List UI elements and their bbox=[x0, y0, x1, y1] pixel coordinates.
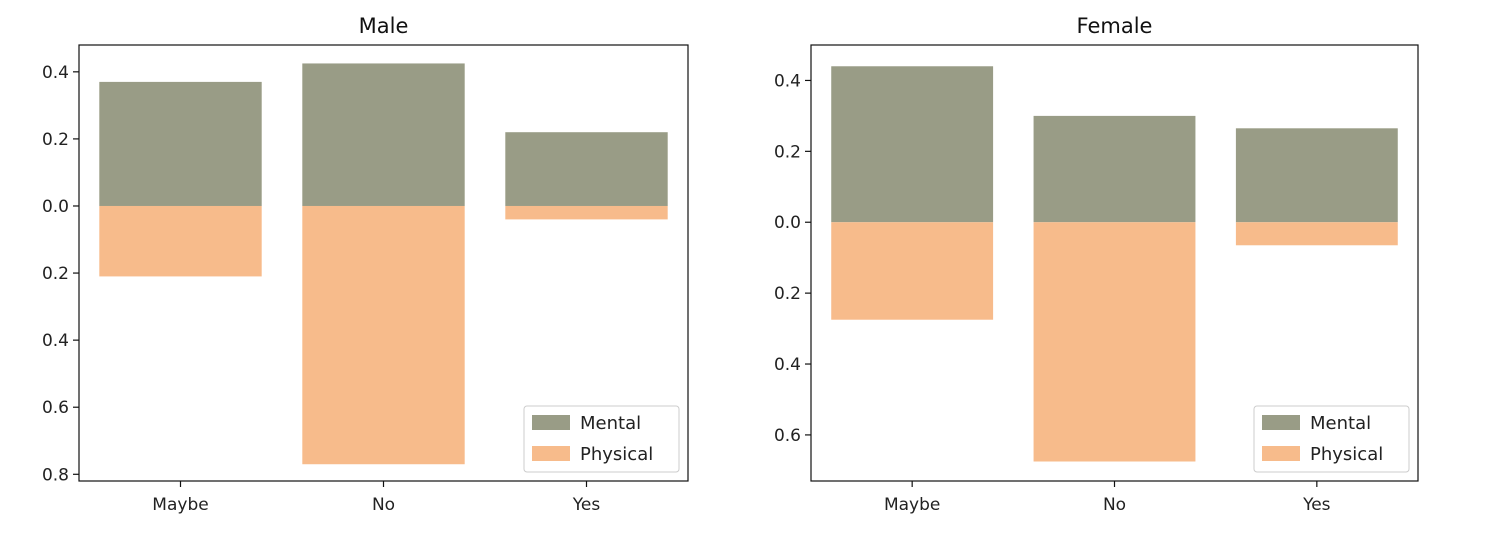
legend-label-mental: Mental bbox=[580, 413, 641, 434]
y-tick-label: 0.2 bbox=[42, 130, 69, 150]
bar-physical-maybe bbox=[831, 222, 994, 320]
bar-mental-yes bbox=[1235, 128, 1398, 223]
chart-title: Female bbox=[1077, 14, 1153, 38]
x-tick-label: No bbox=[372, 495, 395, 515]
bar-physical-no bbox=[1033, 222, 1196, 462]
legend: Mental Physical bbox=[1253, 405, 1410, 473]
y-tick-label: 0.4 bbox=[42, 331, 69, 351]
legend-label-physical: Physical bbox=[1310, 444, 1383, 465]
bar-mental-maybe bbox=[831, 66, 994, 223]
bar-physical-yes bbox=[1235, 222, 1398, 246]
x-tick-label: Maybe bbox=[152, 495, 208, 515]
legend-label-mental: Mental bbox=[1310, 413, 1371, 434]
x-tick-label: Yes bbox=[1302, 495, 1331, 515]
y-tick-label: 0.0 bbox=[774, 213, 801, 233]
legend-label-physical: Physical bbox=[580, 444, 653, 465]
x-tick-label: Yes bbox=[572, 495, 601, 515]
bar-physical-yes bbox=[505, 205, 668, 220]
chart-panel-male: Male 0.4 0.2 0.0 0.2 0.4 0.6 0.8 Maybe No Yes Menta… bbox=[42, 14, 689, 515]
bar-physical-maybe bbox=[99, 205, 262, 277]
bar-physical-no bbox=[302, 205, 465, 465]
x-tick-label: No bbox=[1103, 495, 1126, 515]
y-tick-label: 0.0 bbox=[42, 197, 69, 217]
bar-mental-yes bbox=[505, 132, 668, 206]
y-tick-label: 0.2 bbox=[774, 284, 801, 304]
y-tick-label: 0.2 bbox=[42, 264, 69, 284]
legend-swatch-mental bbox=[1262, 415, 1300, 430]
bar-mental-maybe bbox=[99, 81, 262, 206]
chart-title: Male bbox=[359, 14, 409, 38]
y-tick-label: 0.2 bbox=[774, 142, 801, 162]
y-tick-label: 0.4 bbox=[42, 63, 69, 83]
chart-panel-female: Female 0.4 0.2 0.0 0.2 0.4 0.6 Maybe No Yes Mental… bbox=[774, 14, 1419, 515]
y-tick-label: 0.6 bbox=[774, 426, 801, 446]
legend-swatch-mental bbox=[532, 415, 570, 430]
y-tick-label: 0.6 bbox=[42, 398, 69, 418]
bar-mental-no bbox=[302, 63, 465, 206]
bar-mental-no bbox=[1033, 115, 1196, 223]
x-tick-label: Maybe bbox=[884, 495, 940, 515]
y-tick-label: 0.8 bbox=[42, 465, 69, 485]
y-tick-label: 0.4 bbox=[774, 71, 801, 91]
legend: Mental Physical bbox=[523, 405, 680, 473]
y-tick-label: 0.4 bbox=[774, 355, 801, 375]
legend-swatch-physical bbox=[532, 446, 570, 461]
legend-swatch-physical bbox=[1262, 446, 1300, 461]
